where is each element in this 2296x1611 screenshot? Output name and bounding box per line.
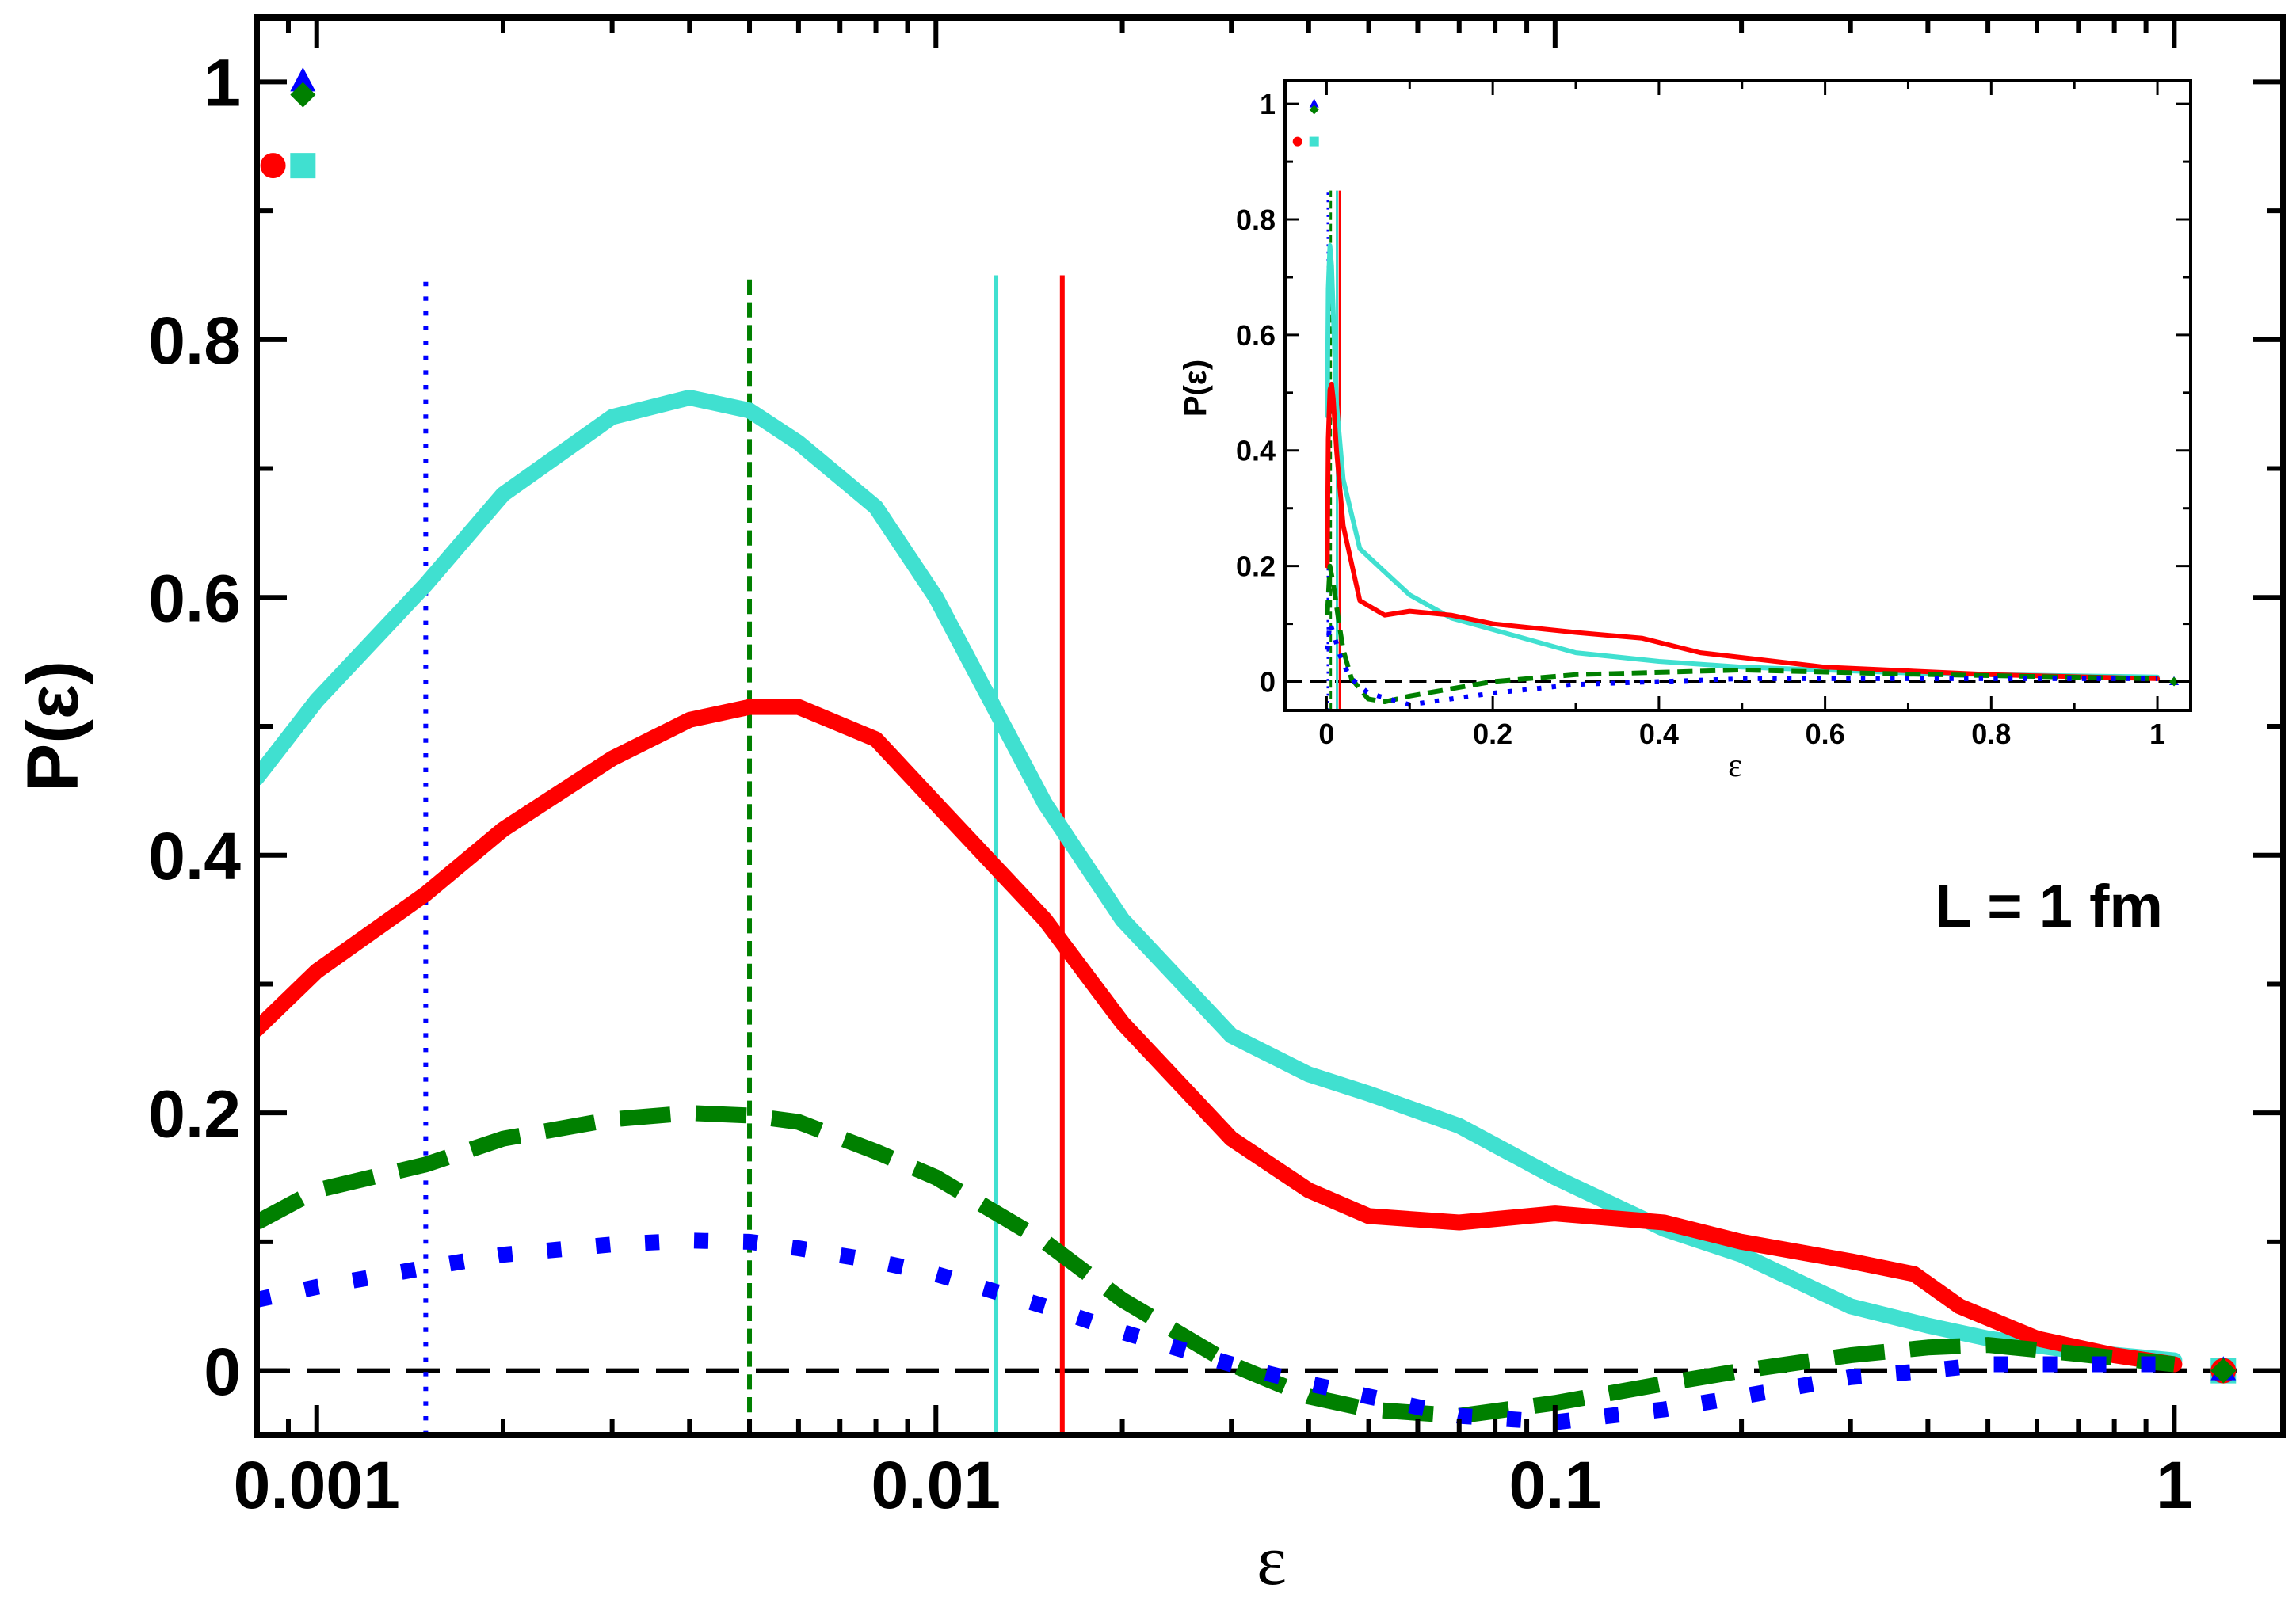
- main-marker-square-3: [290, 153, 316, 179]
- main-ytick-label-3: 0.6: [148, 562, 241, 636]
- inset-ytick-label-4: 0.8: [1236, 204, 1276, 236]
- inset-xtick-label-2: 0.4: [1639, 718, 1679, 750]
- inset-plot: 0 0.2 0.4 0.6 0.8 1 0 0.2 0.4 0.6 0.8 1 P(ε) ε: [1178, 79, 2192, 784]
- inset-marker-diamond-5: [2169, 676, 2180, 687]
- main-series-blue-dotted: [257, 1232, 2175, 1430]
- main-series-red-solid: [257, 699, 2183, 1373]
- inset-marker-triangle-0: [1309, 98, 1319, 108]
- main-marker-triangle-0: [290, 67, 316, 92]
- main-plot-ticks: 0.001 0.01 0.1 1 0 0.2 0.4 0.6 0.8 1: [148, 17, 2283, 1522]
- inset-axes-frame: [1283, 79, 2192, 712]
- inset-xtick-label-0: 0: [1318, 718, 1334, 750]
- inset-series-red-solid: [1325, 381, 2161, 681]
- inset-ytick-label-3: 0.6: [1236, 319, 1276, 352]
- main-xtick-label-3: 1: [2156, 1448, 2193, 1522]
- main-xtick-label-1: 0.01: [871, 1448, 1001, 1522]
- main-marker-circle-2: [260, 153, 286, 179]
- main-x-axis-label: ε: [1257, 1522, 1287, 1600]
- main-series-turquoise-solid: [257, 390, 2183, 1369]
- main-marker-diamond-1: [290, 82, 316, 108]
- main-ytick-label-2: 0.4: [148, 819, 241, 893]
- main-ytick-label-0: 0: [204, 1335, 241, 1409]
- inset-series-green-dashed: [1325, 563, 2158, 705]
- main-plot-data: [257, 67, 2283, 1435]
- inset-xtick-label-3: 0.6: [1806, 718, 1845, 750]
- inset-xtick-label-4: 0.8: [1971, 718, 2011, 750]
- main-plot: 0.001 0.01 0.1 1 0 0.2 0.4 0.6 0.8 1 L = 1 fm P(ε…: [13, 14, 2286, 1600]
- inset-x-axis-label: ε: [1728, 748, 1742, 784]
- main-series-green-dashed: [257, 1105, 2176, 1424]
- inset-marker-circle-2: [1292, 136, 1302, 147]
- inset-ytick-label-0: 0: [1260, 665, 1276, 698]
- main-xtick-label-2: 0.1: [1508, 1448, 1601, 1522]
- inset-xtick-label-5: 1: [2149, 718, 2165, 750]
- length-annotation: L = 1 fm: [1935, 873, 2163, 940]
- main-y-axis-label: P(ε): [13, 661, 93, 792]
- inset-ytick-label-2: 0.4: [1236, 435, 1276, 467]
- main-ytick-label-1: 0.2: [148, 1076, 241, 1151]
- inset-ytick-label-1: 0.2: [1236, 550, 1276, 583]
- main-ytick-label-5: 1: [204, 46, 241, 120]
- inset-y-axis-label: P(ε): [1178, 360, 1213, 417]
- inset-marker-square-3: [1309, 136, 1319, 147]
- inset-plot-background: [1277, 79, 2191, 713]
- inset-xtick-label-1: 0.2: [1473, 718, 1512, 750]
- main-ytick-label-4: 0.8: [148, 303, 241, 378]
- main-marker-diamond-7: [2210, 1358, 2237, 1384]
- inset-marker-diamond-1: [1309, 105, 1319, 115]
- inset-ytick-label-5: 1: [1260, 88, 1276, 120]
- inset-plot-frame: [1283, 79, 2192, 712]
- inset-plot-data: [1285, 98, 2191, 710]
- main-xtick-label-0: 0.001: [234, 1448, 400, 1522]
- inset-plot-ticks: 0 0.2 0.4 0.6 0.8 1 0 0.2 0.4 0.6 0.8 1: [1236, 81, 2191, 750]
